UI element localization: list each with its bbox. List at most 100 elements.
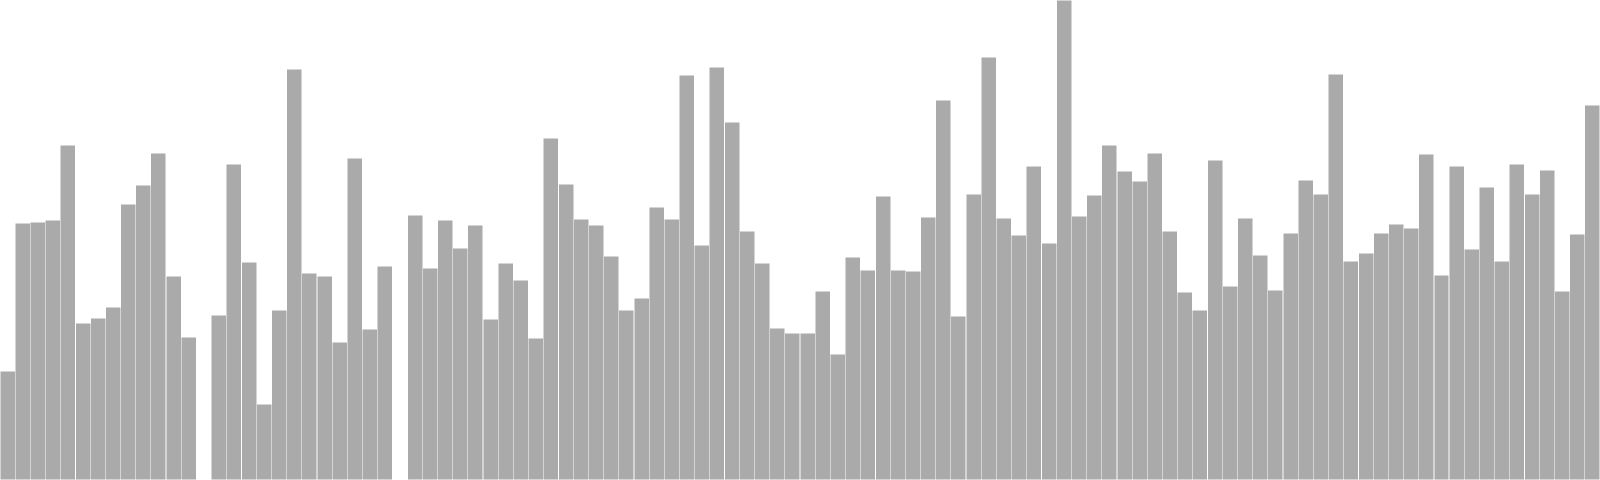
bar xyxy=(860,269,876,480)
bar xyxy=(739,230,756,480)
bar xyxy=(286,68,303,480)
bar xyxy=(995,217,1012,480)
bar xyxy=(890,269,906,480)
bar xyxy=(844,256,861,480)
bar xyxy=(301,272,318,480)
bar xyxy=(1328,73,1344,480)
bar xyxy=(1177,291,1193,480)
bar xyxy=(407,214,423,480)
bar xyxy=(1267,289,1284,480)
bar xyxy=(1086,194,1103,480)
bar xyxy=(482,318,499,480)
bar xyxy=(1252,254,1269,480)
bar xyxy=(920,216,937,480)
bar xyxy=(1146,152,1163,480)
bar xyxy=(875,195,891,480)
bar xyxy=(1116,170,1133,480)
bar xyxy=(1131,180,1148,480)
bar xyxy=(346,157,363,480)
bar xyxy=(1101,144,1118,480)
bar xyxy=(709,66,725,480)
bar xyxy=(648,206,665,480)
bar xyxy=(150,152,167,480)
bar xyxy=(135,184,152,480)
bar xyxy=(1297,179,1314,480)
bar xyxy=(226,163,242,480)
bar xyxy=(271,309,288,480)
bar xyxy=(331,341,348,480)
bar xyxy=(241,261,257,480)
bar xyxy=(422,267,439,480)
bar xyxy=(90,317,106,480)
bar xyxy=(1448,165,1465,480)
bar xyxy=(211,314,227,480)
bar xyxy=(694,244,710,480)
bar xyxy=(512,279,529,480)
bar xyxy=(437,219,454,480)
bar xyxy=(1011,234,1027,480)
bar xyxy=(467,224,484,480)
bar xyxy=(603,255,620,480)
bar xyxy=(1584,104,1600,480)
bar xyxy=(543,137,559,480)
bar xyxy=(588,224,605,480)
bar xyxy=(1524,193,1540,480)
bar xyxy=(1312,193,1329,480)
bar xyxy=(44,219,61,480)
bar xyxy=(1403,227,1420,480)
bar xyxy=(633,297,650,480)
bar xyxy=(769,327,786,480)
bar xyxy=(1237,217,1254,480)
bar xyxy=(497,262,514,480)
bar xyxy=(1343,260,1359,480)
bar xyxy=(1554,290,1571,480)
bar xyxy=(1222,285,1239,480)
bar xyxy=(814,290,831,480)
bar xyxy=(1388,223,1405,480)
bar xyxy=(1041,242,1057,480)
bar xyxy=(1282,232,1299,480)
bar xyxy=(1418,153,1435,480)
bar xyxy=(1373,232,1389,480)
bar xyxy=(165,275,182,480)
bar xyxy=(663,218,680,480)
bar xyxy=(0,370,16,480)
bar xyxy=(784,332,801,480)
bar xyxy=(120,203,137,480)
bar xyxy=(1478,186,1495,480)
bar xyxy=(527,337,544,480)
bar xyxy=(1463,248,1480,480)
bar xyxy=(1161,230,1178,480)
bar xyxy=(180,336,197,480)
bar xyxy=(905,270,922,480)
bar xyxy=(980,56,997,480)
bar xyxy=(1207,159,1223,480)
bar xyxy=(105,306,122,480)
bar xyxy=(1539,169,1556,480)
bar xyxy=(256,403,272,480)
bar xyxy=(316,275,333,480)
bar xyxy=(678,74,695,480)
bar xyxy=(60,144,76,480)
bar xyxy=(1192,309,1208,480)
bar xyxy=(754,262,771,480)
bar xyxy=(950,315,967,480)
bar xyxy=(935,99,952,480)
bar xyxy=(1026,165,1042,480)
bar xyxy=(75,322,91,480)
bar xyxy=(377,265,393,480)
bar xyxy=(1071,215,1088,480)
bar xyxy=(1509,163,1525,480)
bar xyxy=(799,332,816,480)
bar xyxy=(14,222,31,480)
bar xyxy=(724,121,740,480)
bar xyxy=(1056,0,1072,480)
bar xyxy=(965,193,982,480)
bar xyxy=(558,183,574,480)
bar xyxy=(1433,274,1450,480)
bar xyxy=(1358,252,1374,480)
bar xyxy=(1569,233,1586,480)
